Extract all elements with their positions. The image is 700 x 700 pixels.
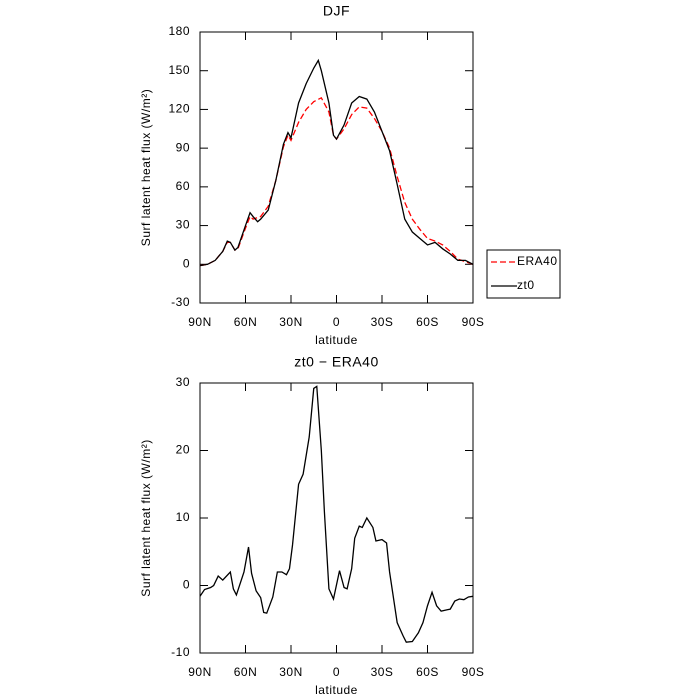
y-tick-label: -30 <box>171 295 190 309</box>
y-axis-label: Surf latent heat flux (W/m²) <box>139 89 153 246</box>
x-tick-label: 30N <box>279 315 303 329</box>
legend-label: ERA40 <box>517 254 558 268</box>
y-tick-label: 0 <box>183 256 190 270</box>
x-tick-label: 90S <box>462 315 485 329</box>
y-tick-label: 150 <box>168 63 190 77</box>
x-tick-label: 90N <box>188 315 212 329</box>
x-tick-label: 30S <box>371 665 394 679</box>
x-tick-label: 30N <box>279 665 303 679</box>
data-line <box>199 96 474 267</box>
y-tick-label: 60 <box>176 179 190 193</box>
y-tick-label: 0 <box>183 578 190 592</box>
x-axis-label: latitude <box>315 683 358 697</box>
y-tick-label: 10 <box>176 510 190 524</box>
legend-label: zt0 <box>517 278 535 292</box>
x-tick-label: 30S <box>371 315 394 329</box>
data-line <box>199 385 474 643</box>
x-tick-label: 0 <box>333 315 340 329</box>
y-axis-label: Surf latent heat flux (W/m²) <box>139 439 153 596</box>
y-tick-label: 180 <box>168 24 190 38</box>
x-tick-label: 60S <box>416 665 439 679</box>
y-tick-label: 30 <box>176 218 190 232</box>
plot-frame <box>199 382 474 654</box>
x-axis-label: latitude <box>315 333 358 347</box>
chart-title: zt0 − ERA40 <box>294 354 379 370</box>
x-tick-label: 60N <box>234 665 258 679</box>
y-tick-label: -10 <box>171 645 190 659</box>
plot-frame <box>199 31 474 304</box>
x-tick-label: 90S <box>462 665 485 679</box>
chart-title: DJF <box>323 3 350 19</box>
x-tick-label: 60N <box>234 315 258 329</box>
y-tick-label: 30 <box>176 375 190 389</box>
x-tick-label: 90N <box>188 665 212 679</box>
y-tick-label: 120 <box>168 102 190 116</box>
x-tick-label: 60S <box>416 315 439 329</box>
data-line <box>199 58 474 267</box>
x-tick-label: 0 <box>333 665 340 679</box>
y-tick-label: 90 <box>176 140 190 154</box>
legend-box <box>486 249 561 299</box>
y-tick-label: 20 <box>176 443 190 457</box>
